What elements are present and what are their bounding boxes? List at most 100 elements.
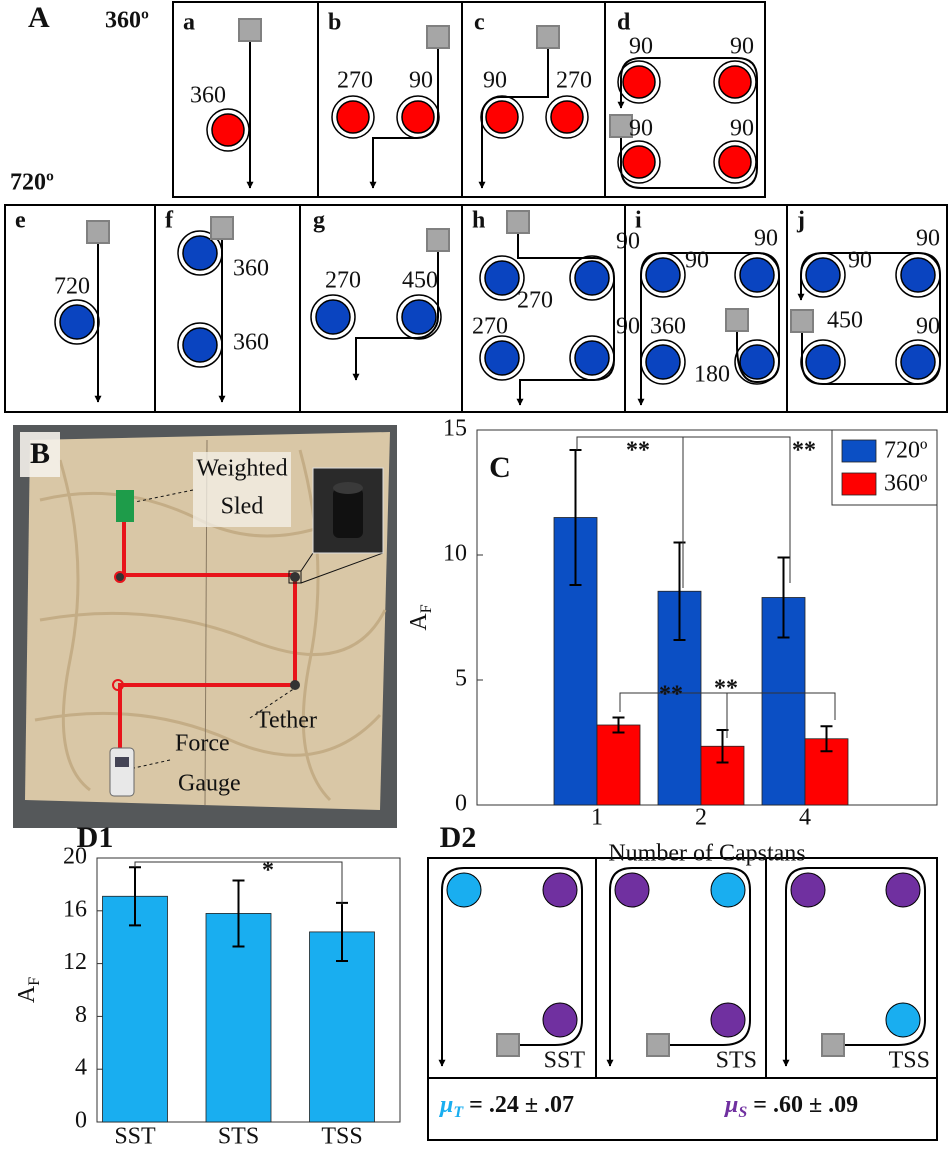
panel-label: C xyxy=(489,451,511,484)
wrap-angle: 90 xyxy=(616,229,640,255)
capstan xyxy=(718,65,752,99)
capstan xyxy=(710,872,746,908)
tether xyxy=(438,867,583,1067)
capstan xyxy=(182,327,218,363)
capstan xyxy=(885,1002,921,1038)
y-tick-label: 15 xyxy=(443,416,467,442)
wrap-angle: 270 xyxy=(472,314,508,340)
capstan xyxy=(401,299,437,335)
capstan xyxy=(574,340,610,376)
y-tick-label: 4 xyxy=(75,1055,87,1081)
sled xyxy=(536,25,560,49)
error-bar xyxy=(612,716,625,734)
capstan xyxy=(315,299,351,335)
wrap-angle: 360 xyxy=(650,314,686,340)
capstan xyxy=(885,872,921,908)
row-label: 360º xyxy=(105,8,149,34)
panel-label: A xyxy=(28,1,50,34)
legend-label: 720º xyxy=(884,438,928,464)
capstan xyxy=(484,340,520,376)
tether xyxy=(797,252,941,385)
tether xyxy=(478,48,549,189)
wrap-angle: 90 xyxy=(754,226,778,252)
capstan xyxy=(574,260,610,296)
capstan xyxy=(542,1002,578,1038)
significance-bracket xyxy=(576,436,791,588)
x-tick-label: SST xyxy=(114,1124,156,1149)
y-axis-label: AF xyxy=(14,977,43,1003)
callout: Force xyxy=(175,731,230,757)
wrap-angle: 180 xyxy=(694,362,730,388)
diagram-id: c xyxy=(474,10,485,36)
tether xyxy=(369,48,439,189)
y-axis-label: AF xyxy=(406,604,435,630)
wrap-angle: 90 xyxy=(730,34,754,60)
y-axis-label-main: A xyxy=(406,613,432,631)
wrap-angle: 450 xyxy=(827,308,863,334)
x-axis-label: Number of Capstans xyxy=(608,841,805,867)
sled xyxy=(238,18,262,42)
row-label: 720º xyxy=(10,170,54,196)
wrap-angle: 90 xyxy=(730,116,754,142)
diagram-id: i xyxy=(635,208,642,234)
mu-symbol: μ xyxy=(438,1092,453,1118)
capstan xyxy=(900,257,936,293)
y-tick-label: 12 xyxy=(63,949,87,975)
config-label: STS xyxy=(716,1048,757,1074)
sled xyxy=(86,220,110,244)
sled xyxy=(496,1033,520,1057)
tether xyxy=(516,233,615,406)
config-label: TSS xyxy=(889,1048,930,1074)
capstan xyxy=(805,257,841,293)
y-tick-label: 8 xyxy=(75,1002,87,1028)
wrap-angle: 90 xyxy=(409,68,433,94)
friction-coefficient: μS = .60 ± .09 xyxy=(723,1092,858,1121)
significance-label: * xyxy=(262,858,274,884)
tether xyxy=(782,867,926,1067)
tether xyxy=(617,57,758,189)
error-bar xyxy=(232,879,245,948)
sled xyxy=(506,210,530,234)
diagram-id: e xyxy=(15,208,26,234)
x-tick-label: 4 xyxy=(799,805,811,831)
panel-label: B xyxy=(30,437,50,470)
capstan xyxy=(336,100,370,134)
callout: Gauge xyxy=(178,771,241,797)
tether xyxy=(606,867,751,1067)
photo xyxy=(13,425,397,828)
sled xyxy=(426,25,450,49)
legend-swatch xyxy=(841,439,877,463)
diagram-id: a xyxy=(183,10,195,36)
significance-label: ** xyxy=(714,676,738,702)
mu-symbol: μ xyxy=(723,1092,738,1118)
sled xyxy=(609,114,633,138)
sled xyxy=(790,309,814,333)
y-tick-label: 10 xyxy=(443,541,467,567)
capstan xyxy=(542,872,578,908)
d2-frame xyxy=(427,857,938,1141)
wrap-angle: 90 xyxy=(916,226,940,252)
capstan xyxy=(710,1002,746,1038)
capstan xyxy=(446,872,482,908)
mu-value: = .24 ± .07 xyxy=(463,1092,574,1118)
legend-swatch xyxy=(841,472,877,496)
significance-bracket xyxy=(134,861,343,905)
capstan xyxy=(739,344,775,380)
mu-sub: T xyxy=(453,1104,464,1121)
capstan xyxy=(182,235,218,271)
tether xyxy=(637,252,780,406)
x-tick-label: STS xyxy=(218,1124,259,1149)
wrap-angle: 90 xyxy=(629,34,653,60)
callout: Sled xyxy=(221,494,264,520)
tether xyxy=(352,251,439,381)
significance-label: ** xyxy=(792,438,816,464)
wrap-angle: 90 xyxy=(848,248,872,274)
y-tick-label: 16 xyxy=(63,896,87,922)
diagram-box xyxy=(604,1,766,198)
capstan xyxy=(614,872,650,908)
bar xyxy=(102,895,168,1123)
capstan xyxy=(622,65,656,99)
y-tick-label: 0 xyxy=(75,1108,87,1134)
wrap-angle: 270 xyxy=(325,268,361,294)
